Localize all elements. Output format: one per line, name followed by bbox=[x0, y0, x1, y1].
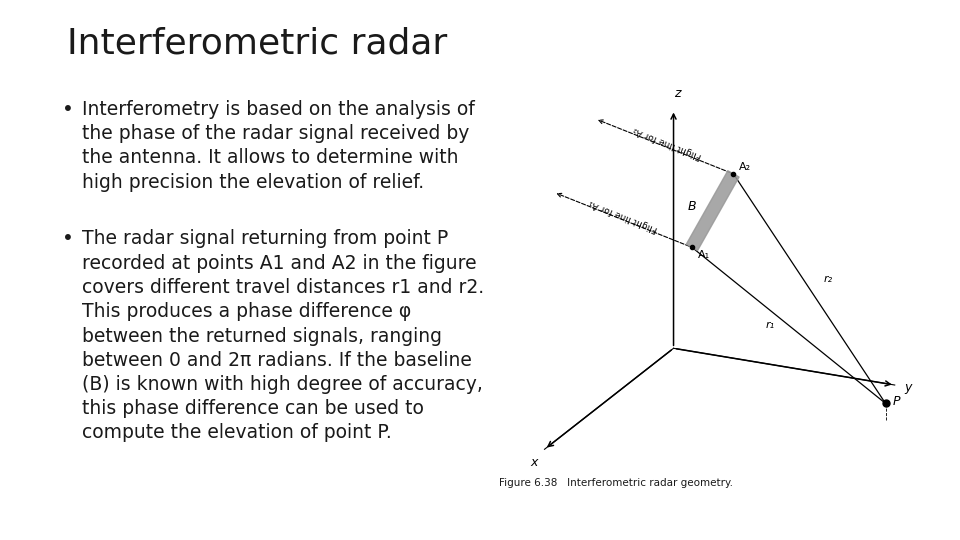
Text: z: z bbox=[674, 87, 681, 100]
Text: P: P bbox=[893, 395, 900, 408]
Polygon shape bbox=[686, 171, 739, 251]
Text: B: B bbox=[688, 199, 697, 213]
Text: The radar signal returning from point P
recorded at points A1 and A2 in the figu: The radar signal returning from point P … bbox=[82, 230, 484, 442]
Text: r₁: r₁ bbox=[766, 320, 775, 330]
Text: r₂: r₂ bbox=[824, 274, 832, 285]
Text: A₂: A₂ bbox=[739, 161, 751, 172]
Text: x: x bbox=[530, 456, 538, 469]
Text: Figure 6.38   Interferometric radar geometry.: Figure 6.38 Interferometric radar geomet… bbox=[499, 478, 733, 488]
Text: Flight line for A₁: Flight line for A₁ bbox=[588, 198, 660, 233]
Text: Flight line for A₂: Flight line for A₂ bbox=[632, 125, 703, 160]
Text: A₁: A₁ bbox=[698, 249, 709, 260]
Text: y: y bbox=[904, 381, 911, 394]
Text: •: • bbox=[62, 100, 74, 119]
Text: Interferometric radar: Interferometric radar bbox=[67, 27, 447, 61]
Text: •: • bbox=[62, 230, 74, 248]
Text: Interferometry is based on the analysis of
the phase of the radar signal receive: Interferometry is based on the analysis … bbox=[82, 100, 474, 192]
